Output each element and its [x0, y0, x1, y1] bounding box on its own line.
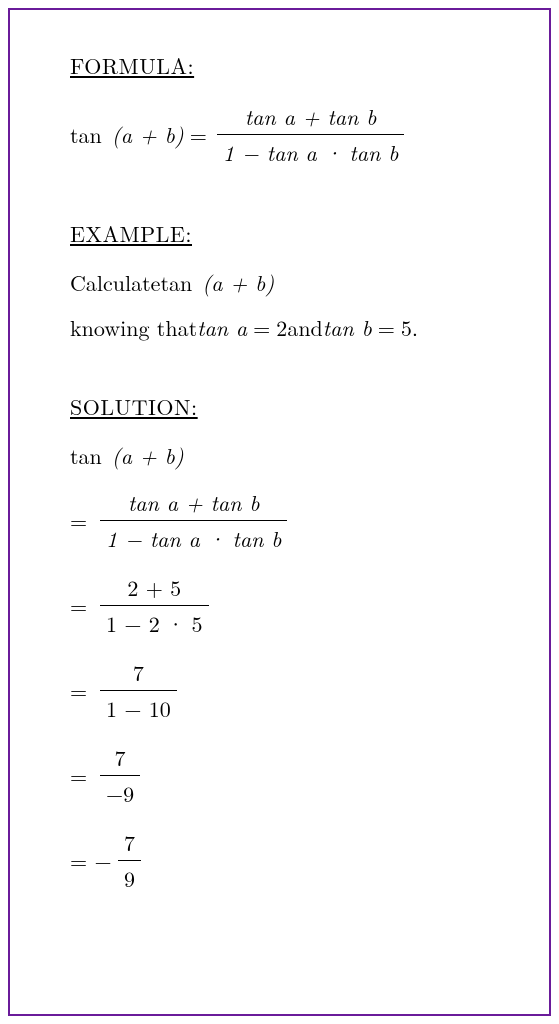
solution-step-4: = 7 −9	[70, 740, 519, 811]
solution-step-3: = 7 1 − 10	[70, 655, 519, 726]
step-num: tan a + tan b	[122, 485, 266, 520]
step-den: 9	[118, 861, 141, 896]
example-line2: knowing that tan a = 2 and tan b = 5 .	[70, 312, 519, 343]
tan-b-value: 5	[401, 312, 412, 343]
tan-a-value: 2	[276, 312, 287, 343]
step-fraction: 2 + 5 1 − 2 · 5	[100, 570, 209, 641]
step-fraction: tan a + tan b 1 − tan a · tan b	[100, 485, 287, 556]
step-fraction: 7 1 − 10	[100, 655, 177, 726]
formula-block: FORMULA: tan (a + b) = tan a + tan b 1 −…	[70, 50, 519, 170]
formula-lhs-arg: (a + b)	[112, 119, 184, 150]
solution-block: SOLUTION: tan (a + b) = tan a + tan b 1 …	[70, 391, 519, 896]
example-heading: EXAMPLE:	[70, 218, 519, 249]
step-prefix: =	[70, 675, 96, 706]
example-line1: Calculate tan (a + b)	[70, 267, 519, 298]
formula-heading: FORMULA:	[70, 50, 519, 81]
example-calc-text: Calculate	[70, 267, 160, 298]
tan-a-label: tan a	[197, 312, 247, 343]
step-den: 1 − tan a · tan b	[100, 521, 287, 556]
period: .	[412, 312, 418, 343]
solution-arg: (a + b)	[112, 440, 184, 471]
document-content: FORMULA: tan (a + b) = tan a + tan b 1 −…	[70, 50, 519, 910]
solution-start: tan (a + b)	[70, 440, 519, 471]
step-prefix: =	[70, 760, 96, 791]
tan-b-label: tan b	[323, 312, 372, 343]
step-fraction: 7 −9	[100, 740, 140, 811]
step-num: 7	[118, 825, 141, 860]
formula-equation: tan (a + b) = tan a + tan b 1 − tan a · …	[70, 99, 519, 170]
step-den: −9	[100, 776, 140, 811]
formula-lhs-func: tan	[70, 119, 102, 150]
solution-step-5: = − 7 9	[70, 825, 519, 896]
step-den: 1 − 2 · 5	[100, 606, 209, 641]
step-prefix: =	[70, 505, 96, 536]
equals-sign: =	[190, 119, 207, 150]
example-arg: (a + b)	[202, 267, 274, 298]
example-block: EXAMPLE: Calculate tan (a + b) knowing t…	[70, 218, 519, 343]
solution-func: tan	[70, 440, 102, 471]
step-num: 7	[109, 740, 132, 775]
step-prefix: = −	[70, 845, 114, 876]
solution-step-2: = 2 + 5 1 − 2 · 5	[70, 570, 519, 641]
formula-denominator: 1 − tan a · tan b	[217, 135, 404, 170]
step-num: 2 + 5	[121, 570, 187, 605]
solution-heading: SOLUTION:	[70, 391, 519, 422]
step-num: 7	[127, 655, 150, 690]
example-knowing-text: knowing that	[70, 312, 197, 343]
step-fraction: 7 9	[118, 825, 141, 896]
formula-fraction: tan a + tan b 1 − tan a · tan b	[217, 99, 404, 170]
step-prefix: =	[70, 590, 96, 621]
formula-numerator: tan a + tan b	[239, 99, 383, 134]
example-func: tan	[160, 267, 192, 298]
and-text: and	[287, 312, 322, 343]
solution-step-1: = tan a + tan b 1 − tan a · tan b	[70, 485, 519, 556]
step-den: 1 − 10	[100, 691, 177, 726]
